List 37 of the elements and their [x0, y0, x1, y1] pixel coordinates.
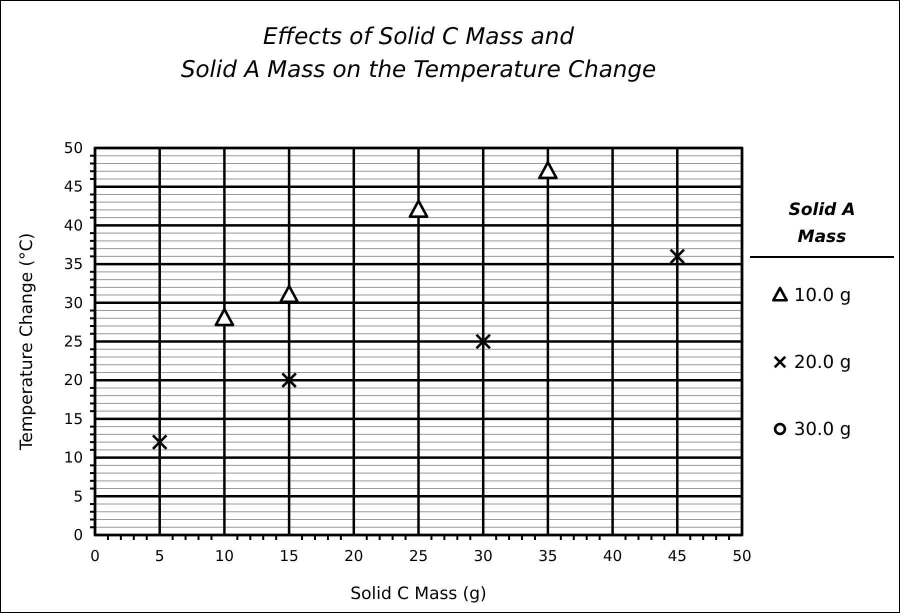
x-tick-label: 40 — [603, 547, 622, 565]
y-tick-label: 20 — [64, 371, 83, 390]
x-tick-label: 10 — [214, 547, 234, 565]
y-tick-label: 10 — [64, 448, 83, 467]
legend-label: 20.0 g — [794, 352, 852, 373]
x-tick-label: 50 — [732, 547, 752, 565]
x-tick-label: 0 — [90, 547, 100, 565]
point — [408, 200, 428, 218]
x-tick-label: 20 — [344, 547, 364, 565]
point — [475, 333, 492, 350]
x-tick-label: 30 — [474, 547, 493, 565]
point — [538, 160, 558, 180]
y-axis-title: Temperature Change (°C) — [17, 232, 37, 452]
x-tick-label: 35 — [538, 547, 558, 565]
point — [279, 284, 299, 304]
y-tick-label: 45 — [64, 178, 83, 196]
y-tick-label: 30 — [64, 294, 83, 312]
y-tick-label: 15 — [64, 410, 83, 428]
x-tick-label: 5 — [154, 547, 164, 565]
y-tick-label: 0 — [73, 526, 83, 544]
x-tick-label: 25 — [408, 547, 428, 565]
chart-title: Effects of Solid C Mass and Solid A Mass on the Temperature Change — [180, 24, 656, 83]
y-tick-label: 50 — [64, 139, 83, 157]
x-tick-label: 45 — [668, 547, 687, 565]
y-tick-label: 35 — [64, 255, 83, 274]
x-axis-title: Solid C Mass (g) — [350, 584, 487, 604]
legend-title: Solid A Mass — [788, 200, 856, 247]
y-tick-label: 25 — [64, 332, 83, 350]
y-tick-label: 40 — [64, 216, 83, 234]
x-tick-label: 15 — [280, 547, 299, 565]
point — [152, 434, 168, 450]
point — [214, 308, 234, 326]
point — [281, 372, 298, 388]
legend-label: 10.0 g — [794, 285, 852, 306]
y-tick-label: 5 — [73, 487, 83, 506]
point — [669, 248, 686, 264]
legend-label: 30.0 g — [794, 419, 852, 440]
